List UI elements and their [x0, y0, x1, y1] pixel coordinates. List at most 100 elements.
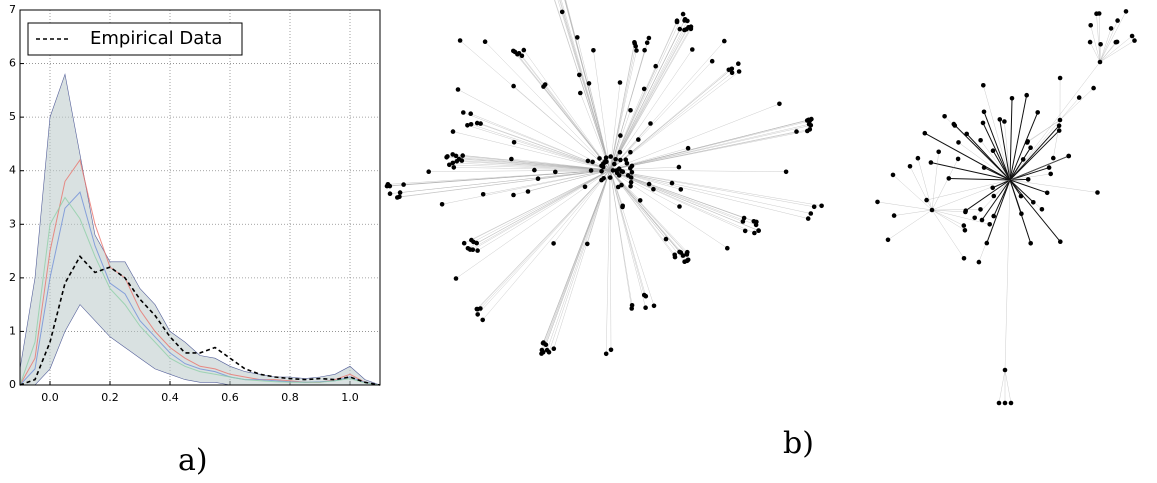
- node: [522, 48, 527, 53]
- node: [469, 122, 474, 127]
- node: [997, 401, 1002, 406]
- node: [805, 118, 810, 123]
- node: [1057, 128, 1062, 133]
- node: [526, 189, 531, 194]
- node: [590, 160, 595, 165]
- edge: [932, 159, 958, 210]
- node: [1003, 401, 1008, 406]
- edge: [1060, 98, 1079, 120]
- node: [875, 200, 880, 205]
- node: [1024, 93, 1029, 98]
- y-tick-label: 3: [9, 217, 16, 230]
- node: [677, 204, 682, 209]
- node: [891, 173, 896, 178]
- node: [981, 83, 986, 88]
- node: [626, 173, 631, 178]
- node: [736, 61, 741, 66]
- node: [630, 164, 635, 169]
- node: [608, 175, 613, 180]
- node: [475, 248, 480, 253]
- node: [930, 208, 935, 213]
- node: [551, 241, 556, 246]
- edge: [932, 209, 981, 210]
- node: [613, 157, 618, 162]
- node: [630, 170, 635, 175]
- node: [541, 84, 546, 89]
- node: [1115, 18, 1120, 23]
- node: [620, 204, 625, 209]
- node: [456, 87, 461, 92]
- node: [682, 18, 687, 23]
- node: [684, 27, 689, 32]
- node: [647, 36, 652, 41]
- node: [806, 216, 811, 221]
- node: [511, 193, 516, 198]
- node: [794, 129, 799, 134]
- x-tick-label: 0.2: [101, 391, 119, 404]
- y-tick-label: 6: [9, 57, 16, 70]
- node: [978, 207, 983, 212]
- edge: [610, 27, 691, 170]
- node: [991, 148, 996, 153]
- node: [618, 133, 623, 138]
- node: [612, 162, 617, 167]
- node: [642, 48, 647, 53]
- node: [575, 35, 580, 40]
- node: [942, 114, 947, 119]
- edge: [483, 170, 610, 320]
- node: [1035, 110, 1040, 115]
- node: [618, 80, 623, 85]
- edge: [543, 170, 610, 343]
- node: [690, 47, 695, 52]
- node: [908, 164, 913, 169]
- node: [980, 218, 985, 223]
- x-tick-label: 0.4: [161, 391, 179, 404]
- edge: [514, 86, 610, 170]
- edge: [932, 210, 964, 226]
- node: [618, 150, 623, 155]
- edge: [1100, 11, 1126, 62]
- node: [461, 110, 466, 115]
- node: [532, 168, 537, 173]
- edge: [932, 210, 990, 224]
- node: [962, 223, 967, 228]
- node: [426, 169, 431, 174]
- node: [474, 241, 479, 246]
- node: [1028, 145, 1033, 150]
- node: [645, 40, 650, 45]
- node: [809, 117, 814, 122]
- node: [685, 252, 690, 257]
- node: [388, 191, 393, 196]
- edge: [918, 158, 932, 210]
- node: [972, 216, 977, 221]
- node: [628, 184, 633, 189]
- node: [998, 117, 1003, 122]
- node: [962, 256, 967, 261]
- node: [1095, 190, 1100, 195]
- node: [1048, 172, 1053, 177]
- node: [1002, 119, 1007, 124]
- node: [681, 12, 686, 17]
- node: [777, 102, 782, 107]
- edge: [894, 210, 932, 216]
- node: [601, 176, 606, 181]
- node: [916, 156, 921, 161]
- node: [621, 169, 626, 174]
- node: [1026, 177, 1031, 182]
- node: [1047, 165, 1052, 170]
- node: [509, 157, 514, 162]
- edge: [893, 175, 932, 210]
- node: [677, 165, 682, 170]
- node: [440, 202, 445, 207]
- edge: [541, 170, 610, 354]
- node: [991, 214, 996, 219]
- node: [586, 159, 591, 164]
- node: [515, 52, 520, 57]
- envelope-area: [20, 74, 380, 385]
- node: [819, 204, 824, 209]
- node: [647, 182, 652, 187]
- node: [1098, 60, 1103, 65]
- y-tick-label: 7: [9, 3, 16, 16]
- node: [454, 154, 459, 159]
